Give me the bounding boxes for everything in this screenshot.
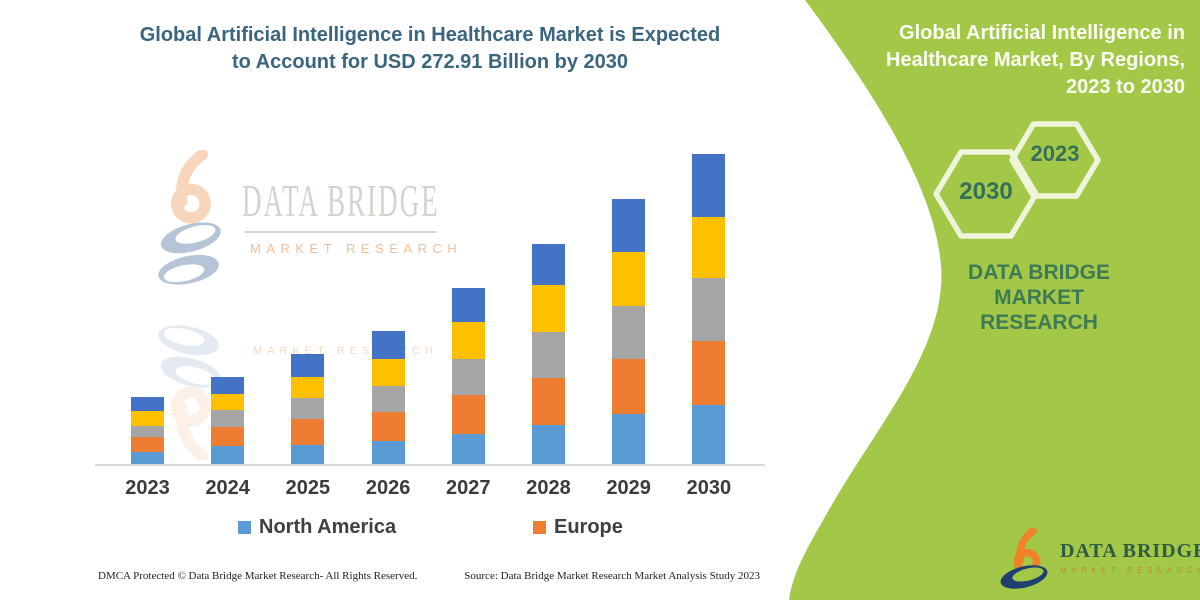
x-axis-label-2026: 2026 — [365, 477, 411, 499]
bar-2023 — [131, 397, 164, 465]
x-axis-label-2023: 2023 — [125, 477, 170, 499]
bar-segment-2028-series1 — [532, 378, 565, 425]
bar-segment-2023-series0 — [131, 452, 164, 465]
legend-label-europe: Europe — [554, 515, 623, 538]
bar-segment-2025-series0 — [291, 445, 325, 465]
x-axis-label-2030: 2030 — [686, 477, 732, 499]
right-panel-title-line-3: 2023 to 2030 — [1066, 76, 1185, 98]
footer-source-text: Source: Data Bridge Market Research Mark… — [464, 570, 760, 582]
bar-segment-2027-series0 — [451, 434, 485, 465]
logo-subtitle-text: MARKET RESEARCH — [1060, 566, 1200, 575]
bar-segment-2026-series0 — [371, 441, 405, 465]
x-axis-labels: 2023 2024 2025 2026 2027 2028 2029 2030 — [0, 477, 1200, 501]
bar-segment-2025-series4 — [291, 354, 325, 378]
footer-dmca-text: DMCA Protected © Data Bridge Market Rese… — [98, 570, 418, 582]
bar-segment-2024-series4 — [211, 377, 245, 395]
x-axis-line — [95, 464, 765, 466]
bar-segment-2030-series1 — [692, 341, 726, 405]
bar-segment-2029-series1 — [612, 359, 646, 414]
bar-2024 — [211, 377, 245, 465]
bar-2030 — [692, 154, 726, 465]
bar-segment-2029-series4 — [612, 199, 646, 252]
green-wave-shape — [789, 0, 1200, 600]
right-panel-title: Global Artificial Intelligence in Health… — [845, 20, 1185, 101]
bar-segment-2025-series1 — [291, 419, 325, 446]
hexagon-2030-label: 2030 — [959, 178, 1013, 205]
bar-segment-2028-series3 — [532, 285, 565, 333]
bar-segment-2027-series3 — [451, 322, 485, 359]
bar-segment-2024-series3 — [211, 394, 245, 410]
bar-segment-2025-series2 — [291, 398, 325, 420]
right-panel-title-line-2: Healthcare Market, By Regions, — [886, 49, 1185, 71]
databridge-logo-icon — [1000, 528, 1048, 589]
legend-swatch-north-america — [238, 520, 251, 534]
right-panel-brand-line-1: DATA BRIDGE MARKET — [968, 261, 1110, 309]
bar-segment-2027-series1 — [451, 395, 485, 434]
chart-title: Global Artificial Intelligence in Health… — [90, 22, 770, 76]
databridge-logo: DATA BRIDGE MARKET RESEARCH — [996, 528, 1200, 590]
bar-segment-2030-series4 — [692, 154, 726, 218]
bar-segment-2023-series2 — [131, 426, 164, 437]
bar-segment-2030-series0 — [692, 405, 726, 465]
chart-title-line-1: Global Artificial Intelligence in Health… — [139, 24, 721, 46]
bar-2028 — [532, 244, 565, 465]
x-axis-label-2025: 2025 — [285, 477, 331, 499]
bar-segment-2030-series2 — [692, 278, 726, 341]
chart-plot — [100, 150, 760, 465]
bar-2027 — [451, 288, 485, 465]
legend-item-north-america: North America — [238, 514, 396, 540]
bar-segment-2026-series1 — [371, 412, 405, 441]
chart-title-line-2: to Account for USD 272.91 Billion by 203… — [231, 51, 629, 73]
logo-brand-text: DATA BRIDGE — [1060, 540, 1200, 562]
x-axis-label-2024: 2024 — [205, 477, 250, 499]
bar-segment-2024-series2 — [211, 410, 245, 427]
bar-2025 — [291, 354, 325, 465]
legend-item-europe: Europe — [533, 514, 623, 540]
x-axis-label-2027: 2027 — [446, 477, 491, 499]
bar-segment-2029-series0 — [612, 414, 646, 465]
bar-segment-2023-series3 — [131, 411, 164, 426]
bar-segment-2024-series1 — [211, 427, 245, 446]
footer: DMCA Protected © Data Bridge Market Rese… — [98, 570, 760, 582]
right-panel-title-line-1: Global Artificial Intelligence in — [899, 22, 1185, 44]
bar-segment-2028-series0 — [532, 425, 565, 465]
bar-segment-2026-series2 — [371, 386, 405, 413]
bar-segment-2028-series4 — [532, 244, 565, 286]
bar-segment-2023-series1 — [131, 437, 164, 452]
logo-text-column: DATA BRIDGE MARKET RESEARCH — [1060, 540, 1200, 575]
bar-segment-2027-series4 — [451, 288, 485, 322]
legend-swatch-europe — [533, 520, 546, 534]
bar-segment-2026-series4 — [371, 331, 405, 360]
year-hexagons-icon — [933, 121, 1101, 239]
x-axis-label-2029: 2029 — [606, 477, 651, 499]
bar-segment-2030-series3 — [692, 217, 726, 278]
right-panel-brand: DATA BRIDGE MARKET RESEARCH — [925, 260, 1153, 335]
bar-segment-2026-series3 — [371, 359, 405, 387]
bar-2029 — [612, 199, 646, 465]
legend-label-north-america: North America — [259, 515, 397, 538]
bar-segment-2029-series3 — [612, 252, 646, 306]
bar-2026 — [371, 331, 405, 465]
hexagon-2023-label: 2023 — [1030, 141, 1080, 166]
bar-segment-2029-series2 — [612, 306, 646, 359]
right-panel-brand-line-2: RESEARCH — [980, 311, 1098, 334]
bar-segment-2025-series3 — [291, 377, 325, 399]
x-axis-label-2028: 2028 — [526, 477, 571, 499]
bar-segment-2023-series4 — [131, 397, 164, 411]
bar-segment-2024-series0 — [211, 446, 245, 465]
bar-segment-2027-series2 — [451, 359, 485, 395]
bar-segment-2028-series2 — [532, 332, 565, 379]
